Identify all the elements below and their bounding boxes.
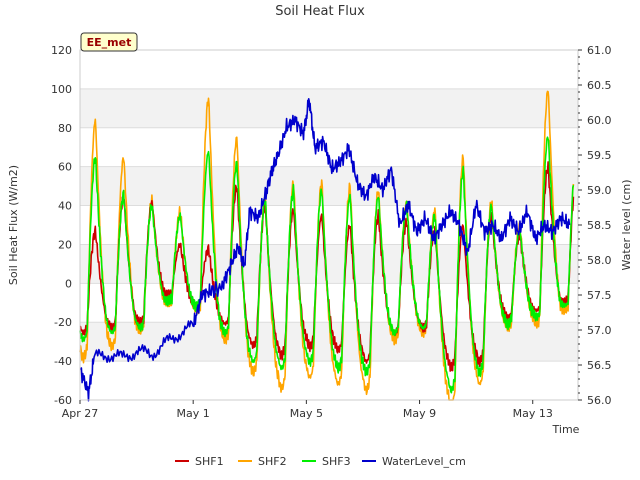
- y2-tick-label: 60.0: [587, 114, 612, 127]
- legend-label: WaterLevel_cm: [382, 455, 466, 468]
- y2-tick-label: 58.0: [587, 254, 612, 267]
- y2-tick-label: 56.0: [587, 394, 612, 407]
- series-layer: [79, 90, 575, 402]
- band-1: [80, 244, 578, 284]
- y2-tick-label: 59.0: [587, 184, 612, 197]
- legend: SHF1 SHF2 SHF3 WaterLevel_cm: [175, 455, 466, 468]
- y2-tick-label: 57.0: [587, 324, 612, 337]
- y2-tick-label: 60.5: [587, 79, 612, 92]
- x-axis-label: Time: [552, 423, 580, 436]
- x-tick-label: May 5: [290, 407, 323, 420]
- chart-title: Soil Heat Flux: [275, 4, 365, 19]
- y-tick-label: 20: [58, 238, 72, 251]
- y2-axis-label: Water level (cm): [620, 179, 633, 270]
- series-line-shf3: [79, 136, 575, 394]
- band-3: [80, 88, 578, 128]
- y-axis-ticks: -60 -40 -20 0 20 40 60 80 100 120: [51, 44, 72, 407]
- y-tick-label: -20: [54, 316, 72, 329]
- x-tick-label: Apr 27: [62, 407, 99, 420]
- y-axis-label: Soil Heat Flux (W/m2): [7, 165, 20, 285]
- y-tick-label: 80: [58, 122, 72, 135]
- series-line-waterlevel_cm: [79, 98, 571, 402]
- x-tick-label: May 9: [403, 407, 436, 420]
- x-axis-ticks: Apr 27 May 1 May 5 May 9 May 13: [62, 400, 553, 420]
- y2-axis-ticks: 56.0 56.5 57.0 57.5 58.0 58.5 59.0 59.5 60.0 60.5…: [578, 44, 612, 407]
- y2-tick-label: 56.5: [587, 359, 612, 372]
- site-badge: EE_met: [80, 32, 138, 52]
- legend-label: SHF3: [322, 455, 351, 468]
- y-tick-label: -60: [54, 394, 72, 407]
- y2-tick-label: 58.5: [587, 219, 612, 232]
- y2-tick-label: 57.5: [587, 289, 612, 302]
- y-tick-label: 40: [58, 200, 72, 213]
- y2-tick-label: 59.5: [587, 149, 612, 162]
- y-tick-label: 120: [51, 44, 72, 57]
- y-tick-label: -40: [54, 355, 72, 368]
- site-badge-label: EE_met: [87, 36, 132, 49]
- band-2: [80, 166, 578, 206]
- y2-tick-label: 61.0: [587, 44, 612, 57]
- x-tick-label: May 13: [513, 407, 553, 420]
- y-tick-label: 100: [51, 83, 72, 96]
- x-tick-label: May 1: [177, 407, 210, 420]
- legend-label: SHF2: [258, 455, 287, 468]
- site-badge-box: [80, 32, 138, 52]
- legend-label: SHF1: [195, 455, 224, 468]
- y-tick-label: 60: [58, 161, 72, 174]
- y-tick-label: 0: [65, 277, 72, 290]
